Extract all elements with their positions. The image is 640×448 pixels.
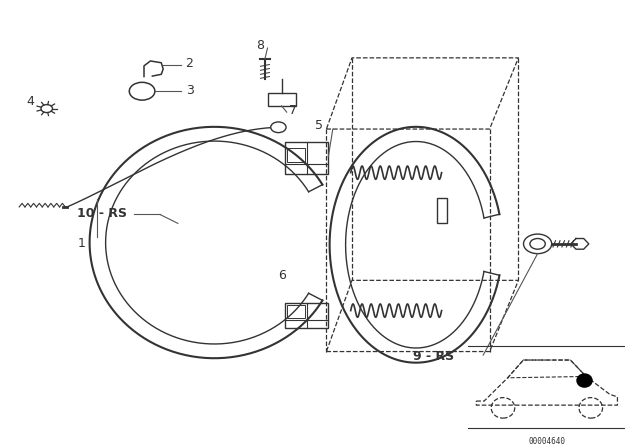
- Text: 3: 3: [186, 84, 193, 97]
- Text: 2: 2: [186, 57, 193, 70]
- Circle shape: [271, 122, 286, 133]
- FancyBboxPatch shape: [285, 142, 328, 174]
- FancyBboxPatch shape: [268, 93, 296, 106]
- FancyBboxPatch shape: [437, 198, 447, 224]
- FancyBboxPatch shape: [287, 148, 305, 162]
- Text: 8: 8: [256, 39, 264, 52]
- Text: 9 - RS: 9 - RS: [413, 350, 454, 363]
- Circle shape: [41, 104, 52, 112]
- FancyBboxPatch shape: [285, 302, 328, 328]
- FancyBboxPatch shape: [287, 305, 305, 318]
- Text: 5: 5: [315, 119, 323, 132]
- Text: 1: 1: [78, 237, 86, 250]
- Text: 4: 4: [27, 95, 35, 108]
- Text: 6: 6: [278, 268, 285, 281]
- Text: 10 - RS: 10 - RS: [77, 207, 127, 220]
- Text: 7: 7: [289, 104, 298, 117]
